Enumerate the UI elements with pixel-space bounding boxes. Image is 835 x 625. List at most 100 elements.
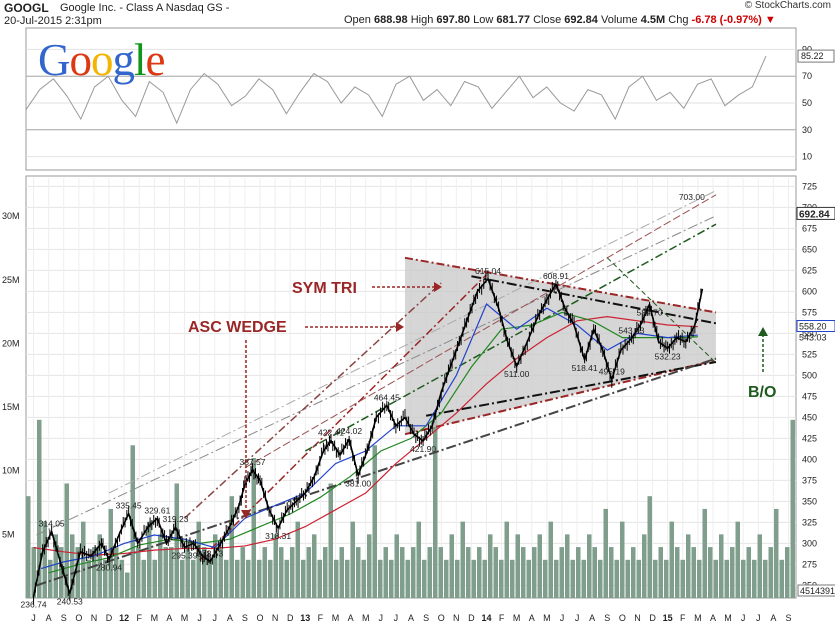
volume-bar <box>427 547 432 598</box>
volume-bar <box>114 547 119 598</box>
volume-bar <box>669 521 674 598</box>
close-value: 692.84 <box>564 14 598 26</box>
volume-bar <box>768 547 773 598</box>
price-label: 318.31 <box>265 531 291 541</box>
volume-bar <box>647 496 652 598</box>
month-label: F <box>680 613 686 623</box>
price-label: 319.23 <box>162 514 188 524</box>
trend-channel-line <box>244 194 717 469</box>
volume-bar <box>389 559 394 598</box>
month-label: M <box>724 613 732 623</box>
logo-letter: l <box>134 35 146 85</box>
volume-bar <box>235 559 240 598</box>
month-label: N <box>453 613 460 623</box>
triangle-resistance-line <box>471 275 717 325</box>
volume-bar <box>191 559 196 598</box>
month-label: A <box>166 613 172 623</box>
volume-bar <box>779 559 784 598</box>
volume-bar <box>438 547 443 598</box>
volume-bar <box>53 534 58 598</box>
logo-letter: o <box>69 35 92 85</box>
volume-bar <box>213 534 218 598</box>
volume-bar <box>64 483 69 598</box>
volume-bar <box>26 496 31 598</box>
month-label: J <box>31 613 36 623</box>
month-label: A <box>348 613 354 623</box>
volume-bar <box>576 547 581 598</box>
month-label: N <box>91 613 98 623</box>
month-label: S <box>785 613 791 623</box>
month-label: S <box>423 613 429 623</box>
month-label: O <box>438 613 445 623</box>
volume-bar <box>620 521 625 598</box>
price-label: 240.53 <box>57 596 83 606</box>
annotation-sym-tri: SYM TRI <box>292 280 357 297</box>
price-label: 532.23 <box>655 351 681 361</box>
price-tick-label: 400 <box>802 454 817 464</box>
volume-bar <box>422 559 427 598</box>
logo-letter: e <box>145 35 166 85</box>
volume-bar <box>785 547 790 598</box>
volume-bar <box>119 559 124 598</box>
price-label: 518.41 <box>572 363 598 373</box>
volume-bar <box>152 559 157 598</box>
volume-bar <box>378 559 383 598</box>
price-tick-label: 450 <box>802 412 817 422</box>
month-label: F <box>499 613 505 623</box>
month-label: S <box>604 613 610 623</box>
volume-bar <box>224 559 229 598</box>
volume-bar <box>449 534 454 598</box>
price-label: 615.04 <box>475 266 501 276</box>
volume-bar <box>218 547 223 598</box>
volume-bar <box>411 547 416 598</box>
volume-bar <box>565 534 570 598</box>
volume-bar <box>471 559 476 598</box>
volume-bar <box>92 547 97 598</box>
volume-bar <box>268 559 273 598</box>
month-label: S <box>242 613 248 623</box>
close-value-box <box>796 206 835 220</box>
month-label: O <box>619 613 626 623</box>
stockcharts-credit[interactable]: © StockCharts.com <box>744 0 831 11</box>
volume-bar <box>367 534 372 598</box>
volume-bar <box>207 559 212 598</box>
asc-wedge-down-arrowhead <box>241 510 251 519</box>
volume-last-value: 4514391 <box>800 586 835 596</box>
volume-bar <box>383 547 388 598</box>
trend-channel-line <box>184 282 442 519</box>
price-label: 464.45 <box>374 392 400 402</box>
ma-green-line <box>48 311 698 574</box>
volume-bar <box>686 534 691 598</box>
price-label: 703.00 <box>679 192 705 202</box>
volume-tick-label: 30M <box>2 211 20 221</box>
price-tick-label: 575 <box>802 307 817 317</box>
volume-bar <box>141 559 146 598</box>
trend-channel-line <box>606 257 717 364</box>
month-label: M <box>151 613 159 623</box>
price-label: 329.61 <box>144 506 170 516</box>
volume-tick-label: 15M <box>2 402 20 412</box>
volume-bar <box>543 559 548 598</box>
volume-bar <box>554 559 559 598</box>
month-label: J <box>560 613 565 623</box>
volume-bar <box>730 547 735 598</box>
volume-bar <box>746 547 751 598</box>
volume-bar <box>405 559 410 598</box>
month-label: J <box>741 613 746 623</box>
ohlc-summary: Open 688.98 High 697.80 Low 681.77 Close… <box>344 14 776 26</box>
price-label: 495.19 <box>599 366 625 376</box>
volume-bar <box>169 547 174 598</box>
low-label: Low <box>473 14 494 26</box>
volume-bar <box>735 521 740 598</box>
volume-bar <box>658 547 663 598</box>
volume-bar <box>372 445 377 598</box>
volume-bar <box>251 458 256 598</box>
volume-bar <box>103 559 108 598</box>
volume-bar <box>202 547 207 598</box>
volume-bar <box>609 547 614 598</box>
volume-tick-label: 20M <box>2 338 20 348</box>
month-label: J <box>379 613 384 623</box>
rsi-tick-label: 70 <box>802 71 812 81</box>
volume-bar <box>262 547 267 598</box>
price-tick-label: 325 <box>802 517 817 527</box>
